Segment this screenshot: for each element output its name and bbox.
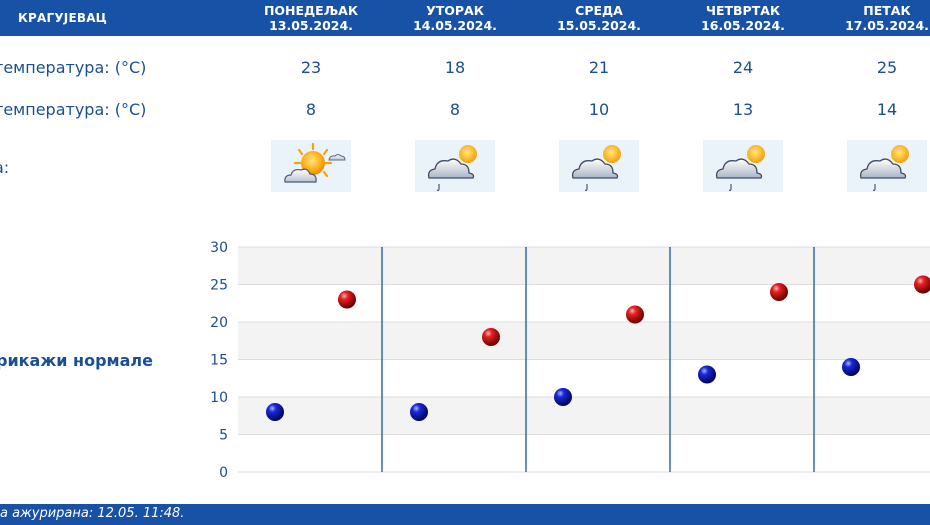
chart-band xyxy=(238,434,930,472)
day-date: 15.05.2024. xyxy=(557,18,641,33)
cloud-rain-sun-icon xyxy=(415,140,495,192)
day-name: СРЕДА xyxy=(575,3,623,18)
max-temp-point xyxy=(338,290,356,309)
day-name: ПЕТАК xyxy=(863,3,911,18)
day-header-4: ЧЕТВРТАК 16.05.2024. xyxy=(673,3,813,33)
y-tick-label: 5 xyxy=(219,428,228,444)
max-temp-point xyxy=(482,328,500,346)
min-temp-label: температура: (°C) xyxy=(0,100,147,119)
cloud-rain-sun-icon xyxy=(559,140,639,192)
header-bar: КРАГУЈЕВАЦ ПОНЕДЕЉАК 13.05.2024. УТОРАК … xyxy=(0,0,930,36)
cloud-rain-sun-icon xyxy=(847,140,927,192)
y-tick-label: 25 xyxy=(210,278,228,294)
min-temp-day-2: 8 xyxy=(449,100,461,119)
day-date: 17.05.2024. xyxy=(845,18,929,33)
day-date: 13.05.2024. xyxy=(269,18,353,33)
day-header-2: УТОРАК 14.05.2024. xyxy=(385,3,525,33)
max-temp-day-4: 24 xyxy=(732,58,754,77)
city-name: КРАГУЈЕВАЦ xyxy=(18,11,108,25)
cloud-rain-sun-icon xyxy=(703,140,783,192)
chart-band xyxy=(238,397,930,435)
sun-behind-cloud-icon xyxy=(271,140,351,192)
day-date: 16.05.2024. xyxy=(701,18,785,33)
min-temp-point xyxy=(410,403,428,421)
max-temp-day-1: 23 xyxy=(300,58,322,77)
max-temp-point xyxy=(914,275,930,294)
max-temp-label: температура: (°C) xyxy=(0,58,147,77)
day-name: УТОРАК xyxy=(426,3,484,18)
day-header-1: ПОНЕДЕЉАК 13.05.2024. xyxy=(241,3,381,33)
min-temp-point xyxy=(842,358,860,376)
min-temp-point xyxy=(554,388,572,406)
temperature-chart: 0 5 10 15 20 25 30 xyxy=(210,240,930,481)
min-temp-day-3: 10 xyxy=(588,100,610,119)
day-header-3: СРЕДА 15.05.2024. xyxy=(529,3,669,33)
y-tick-label: 10 xyxy=(210,390,228,406)
chart-band xyxy=(238,359,930,397)
max-temp-day-2: 18 xyxy=(444,58,466,77)
day-date: 14.05.2024. xyxy=(413,18,497,33)
max-temp-day-5: 25 xyxy=(876,58,898,77)
y-tick-label: 0 xyxy=(219,465,228,481)
y-tick-label: 20 xyxy=(210,315,228,331)
max-temp-point xyxy=(770,283,788,301)
show-normals-link[interactable]: рикажи нормале xyxy=(0,351,153,370)
min-temp-day-5: 14 xyxy=(876,100,898,119)
last-updated: а ажурирана: 12.05. 11:48. xyxy=(0,506,185,521)
min-temp-day-1: 8 xyxy=(305,100,317,119)
day-name: ЧЕТВРТАК xyxy=(705,3,781,18)
min-temp-point xyxy=(698,365,716,384)
y-tick-label: 15 xyxy=(210,353,228,369)
weather-label: а: xyxy=(0,158,10,177)
min-temp-day-4: 13 xyxy=(732,100,754,119)
day-name: ПОНЕДЕЉАК xyxy=(263,3,359,18)
footer-bar: а ажурирана: 12.05. 11:48. xyxy=(0,504,930,525)
min-temp-point xyxy=(266,403,284,421)
chart-band xyxy=(238,322,930,360)
max-temp-day-3: 21 xyxy=(588,58,610,77)
y-tick-label: 30 xyxy=(210,240,228,256)
max-temp-point xyxy=(626,305,644,324)
chart-band xyxy=(238,247,930,285)
day-header-5: ПЕТАК 17.05.2024. xyxy=(817,3,930,33)
